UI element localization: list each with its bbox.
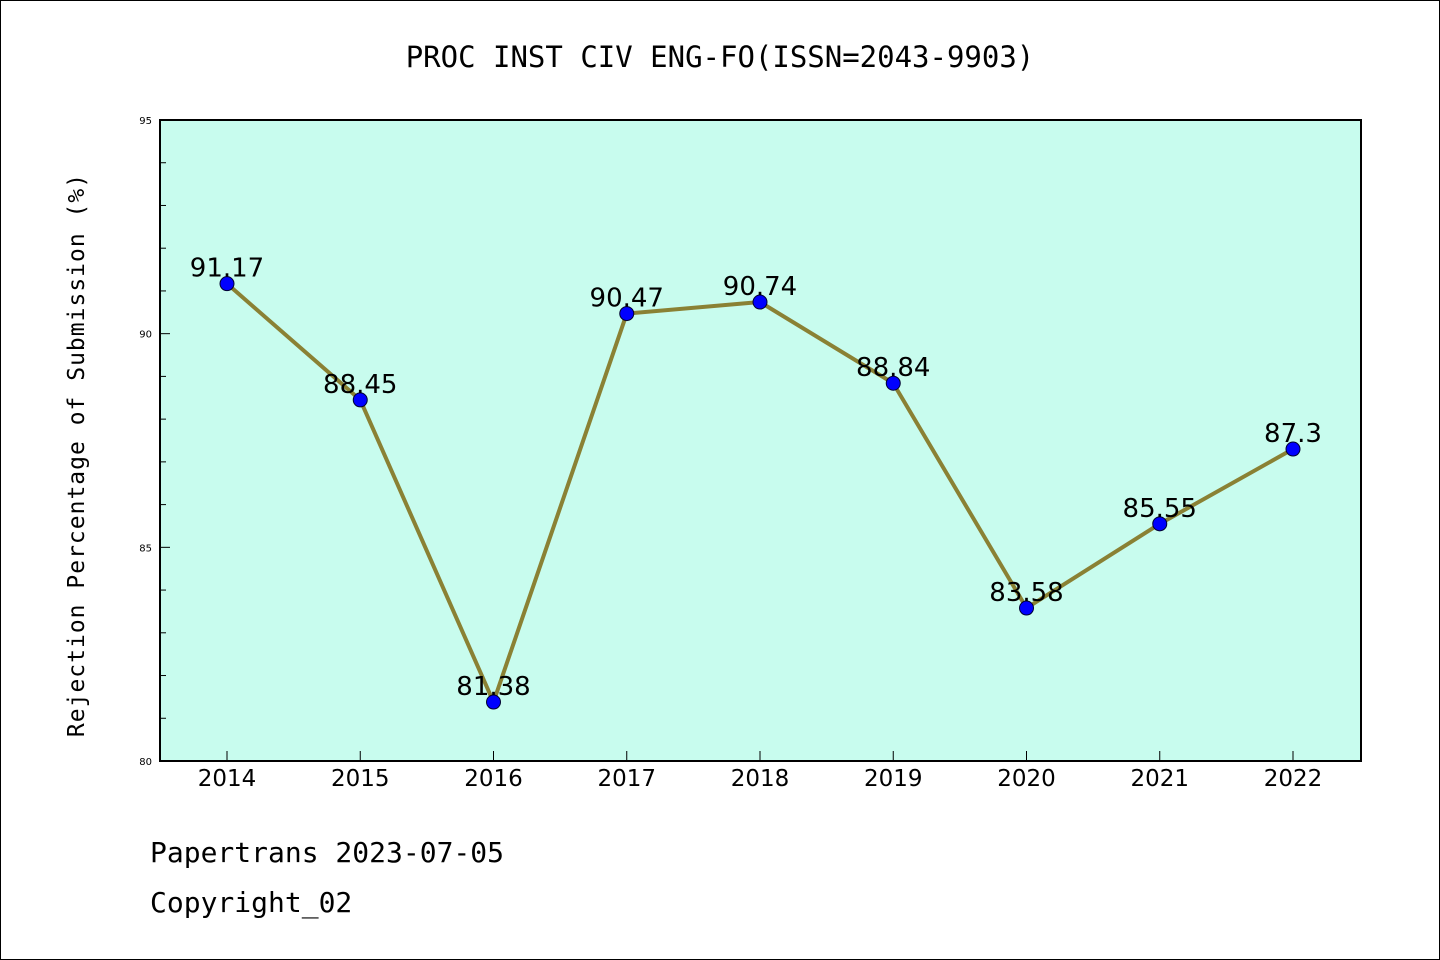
- data-point: [619, 306, 635, 322]
- data-point: [1152, 516, 1168, 532]
- y-axis-label: Rejection Percentage of Submission (%): [64, 173, 90, 737]
- data-labels: 91.17 88.45 81.38 90.47 90.74 88.84 83.58 85.55…: [190, 254, 1322, 702]
- data-label: 90.47: [590, 284, 664, 314]
- data-point: [1019, 600, 1034, 616]
- x-tick-label: 2021: [1130, 766, 1189, 792]
- x-tick-label: 2017: [597, 766, 656, 792]
- data-label: 88.45: [323, 370, 397, 400]
- chart-title: PROC INST CIV ENG-FO(ISSN=2043-9903): [406, 40, 1035, 74]
- y-tick-label: 85: [139, 543, 152, 554]
- x-tick-label: 2016: [464, 766, 523, 792]
- x-tick-label: 2018: [731, 766, 790, 792]
- x-tick-label: 2015: [331, 766, 390, 792]
- footer-copyright: Copyright_02: [150, 886, 353, 919]
- data-point: [885, 375, 901, 391]
- data-label: 87.3: [1264, 419, 1322, 449]
- plot-area: [159, 119, 1362, 762]
- data-point: [352, 392, 368, 408]
- data-label: 81.38: [456, 672, 530, 702]
- data-points: [219, 276, 1301, 710]
- data-label: 85.55: [1123, 494, 1197, 524]
- footer-date: Papertrans 2023-07-05: [150, 836, 505, 869]
- data-point: [219, 276, 235, 292]
- data-point: [752, 294, 768, 310]
- y-tick-label: 90: [139, 330, 152, 341]
- data-point: [1285, 441, 1301, 457]
- x-axis: 2014 2015 2016 2017 2018 2019 2020 2021 2022: [198, 751, 1323, 792]
- x-tick-label: 2022: [1264, 766, 1323, 792]
- data-point: [486, 694, 501, 710]
- x-tick-label: 2020: [997, 766, 1056, 792]
- data-label: 83.58: [989, 578, 1063, 608]
- data-label: 90.74: [723, 272, 797, 302]
- x-tick-label: 2014: [198, 766, 257, 792]
- y-axis: 80 85 90 95: [139, 116, 170, 768]
- x-tick-label: 2019: [864, 766, 923, 792]
- data-label: 91.17: [190, 254, 264, 284]
- y-tick-label: 80: [139, 757, 152, 768]
- y-tick-label: 95: [139, 116, 152, 127]
- data-label: 88.84: [856, 353, 930, 383]
